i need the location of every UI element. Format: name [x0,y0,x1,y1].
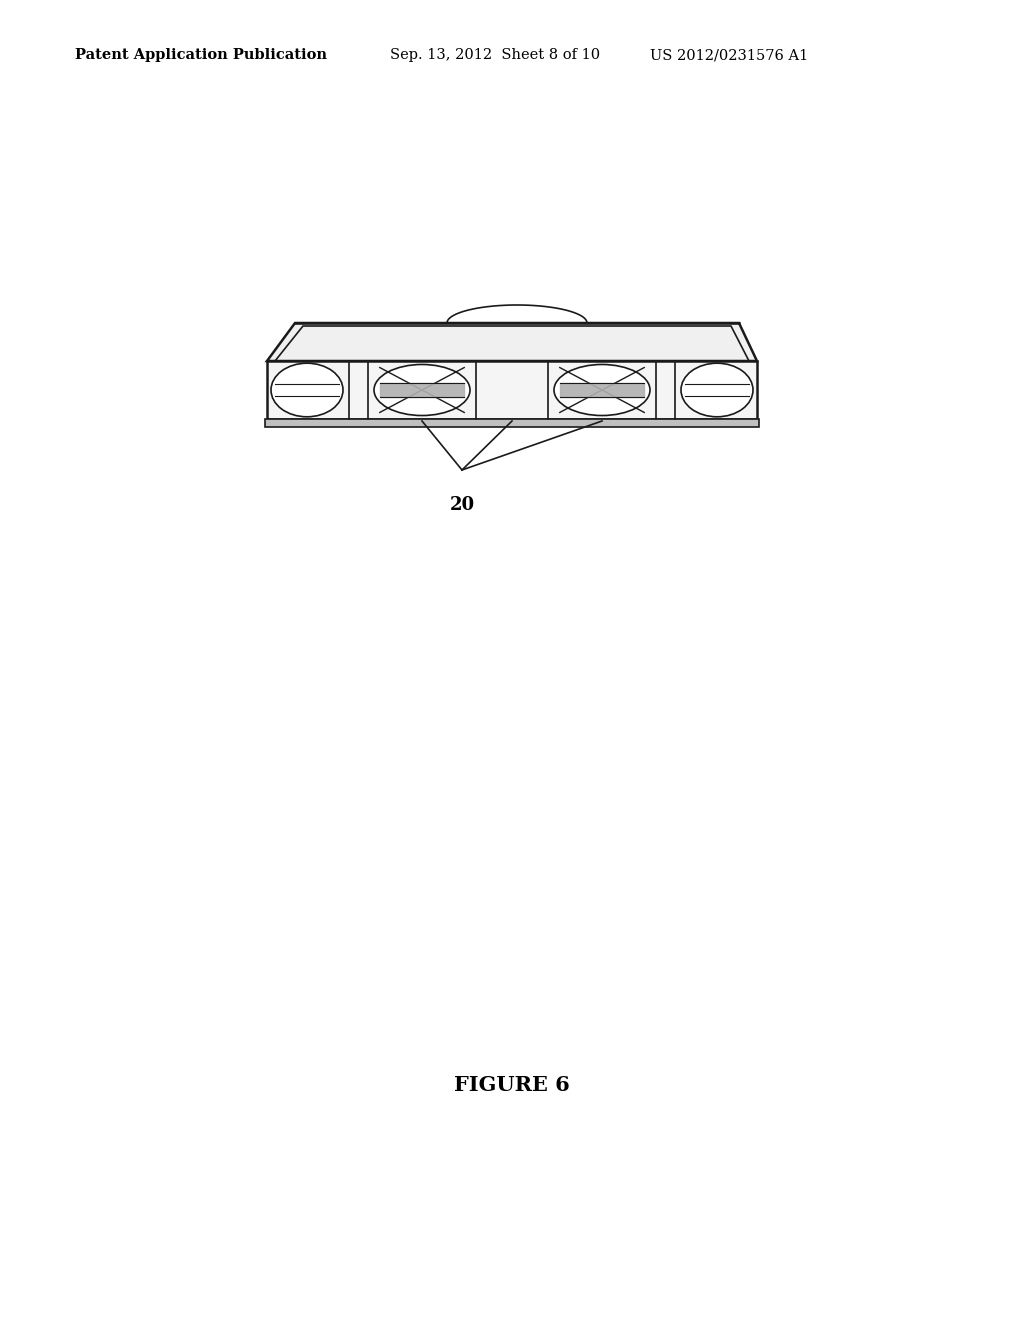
Text: Patent Application Publication: Patent Application Publication [75,49,327,62]
Ellipse shape [271,363,343,417]
Ellipse shape [374,364,470,416]
Ellipse shape [554,364,650,416]
Text: US 2012/0231576 A1: US 2012/0231576 A1 [650,49,808,62]
Text: 20: 20 [450,496,474,513]
Ellipse shape [681,363,753,417]
Polygon shape [267,323,757,360]
Bar [265,418,759,426]
Text: FIGURE 6: FIGURE 6 [454,1074,570,1096]
Bar [267,360,757,418]
Text: Sep. 13, 2012  Sheet 8 of 10: Sep. 13, 2012 Sheet 8 of 10 [390,49,600,62]
